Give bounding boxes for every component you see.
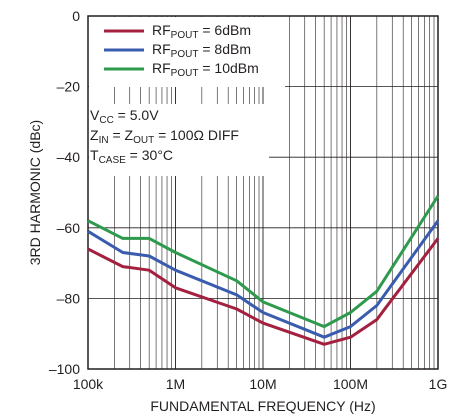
legend-entry-3: RFPOUT = 10dBm [152,60,259,79]
plot-frame [87,15,439,370]
annotation-line-1: VCC = 5.0V [90,107,159,126]
y-tick-label: –100 [49,361,80,377]
legend-entry-2: RFPOUT = 8dBm [152,41,251,60]
x-tick-label: 1G [429,376,448,392]
annotation-line-2: ZIN = ZOUT = 100Ω DIFF [90,127,239,146]
series-layer [87,195,440,346]
legend-background [89,17,285,87]
x-tick-label: 1M [166,376,185,392]
y-tick-label: 0 [72,8,80,24]
y-axis-title: 3RD HARMONIC (dBc) [27,120,43,265]
series-line-1 [87,237,440,346]
y-tick-label: –80 [57,290,81,306]
series-line-2 [87,219,440,339]
y-tick-label: –60 [57,220,81,236]
x-tick-label: 10M [249,376,276,392]
y-tick-label: –40 [57,149,81,165]
x-tick-label: 100k [73,376,104,392]
annotation-background [89,104,269,176]
y-tick-label: –20 [57,79,81,95]
legend-entry-1: RFPOUT = 6dBm [152,22,251,41]
x-axis-title: FUNDAMENTAL FREQUENCY (Hz) [150,398,375,414]
x-tick-label: 100M [333,376,368,392]
series-line-3 [87,195,440,329]
annotation-line-3: TCASE = 30°C [90,147,173,166]
